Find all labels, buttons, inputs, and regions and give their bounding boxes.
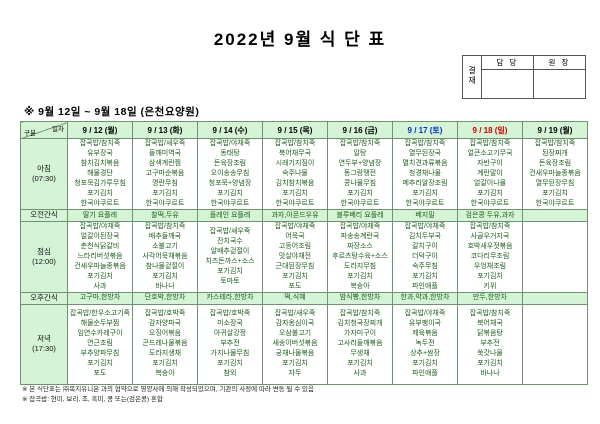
afternoon-snack-menu-cell: 고구마,한방차 [67,291,133,305]
dinner-menu-cell: 잡곡밥/새우죽 감자옹심이국 오삼불고기 새송이버섯볶음 궁채나물볶음 포기김치 자두 [262,303,328,385]
afternoon-snack-menu-cell: 떡,식혜 [262,291,328,305]
afternoon-snack-menu-cell [522,291,588,305]
date-header: 9 / 12 (월) [67,121,133,139]
approval-sign-cell-director [533,69,586,99]
breakfast-menu-cell: 잡곡밥/야채죽 동태탕 돈육장조림 오이송송무침 청포묵+양념장 포기김치 한국야쿠르트 [197,138,263,210]
lunch-menu-cell: 잡곡밥/참치죽 사골우거지국 호박새우젓볶음 코다리무조림 우엉채조림 포기김치 키위 [457,221,523,293]
approval-col-director: 원 장 [533,55,586,70]
breakfast-menu-cell: 잡곡밥/참치죽 얼큰소고기무국 자반구이 계란말이 얼갈이나물 포기김치 한국야쿠르트 [457,138,523,210]
breakfast-menu-cell: 잡곡밥/참치죽 북어채무국 시래기지짐이 숙주나물 김치참치볶음 포기김치 한국야쿠르트 [262,138,328,210]
date-header: 9 / 16 (금) [327,121,393,139]
dinner-row: 저녁 (17:30) 잡곡밥/한우소고기죽 해물순두부찜 임연수카레구이 연근조림 부추양파… [20,303,588,385]
breakfast-menu-cell: 잡곡밥/참치죽 된장찌개 돈육장조림 건새우마늘종볶음 열무된장무침 포기김치 한국야쿠르트 [522,138,588,210]
footnote-line: ※ 잡곡밥: 현미, 보리, 조, 흑미, 콩 또는(검은콩) 혼합 [22,396,163,404]
morning-snack-menu-cell [522,209,588,222]
breakfast-row: 아침 (07:30) 잡곡밥/참치죽 유부장국 참치김치볶음 해물경단 청포묵김가루무침 포기… [20,138,588,210]
dinner-menu-cell: 잡곡밥/참치죽 북어채국 닭볶음탕 부추전 쑥갓나물 포기김치 바나나 [457,303,523,385]
date-header: 9 / 14 (수) [197,121,263,139]
date-range-subtitle: ※ 9월 12일 ~ 9월 18일 (은천요양원) [24,106,200,118]
dinner-menu-cell [522,303,588,385]
breakfast-menu-cell: 잡곡밥/참치죽 유부장국 참치김치볶음 해물경단 청포묵김가루무침 포기김치 한국야쿠르트 [67,138,133,210]
morning-snack-menu-cell: 찰떡,두유 [132,209,198,222]
dinner-menu-cell: 잡곡밥/호박죽 미소장국 아귀살강정 부추전 가지나물무침 포기김치 참외 [197,303,263,385]
corner-cell: 일자 구분 [20,121,68,139]
morning-snack-menu-cell: 블루베리 요플레 [327,209,393,222]
morning-snack-menu-cell: 과자,아몬드우유 [262,209,328,222]
footnote-line: ※ 본 식단표는 ㈜복지유니온 과의 협약으로 영양사에 의해 작성되었으며, … [22,386,315,393]
breakfast-menu-cell: 잡곡밥/새우죽 들깨미역국 삼색계란찜 고구마순볶음 명란무침 포기김치 한국야쿠르트 [132,138,198,210]
lunch-menu-cell: 잡곡밥/야채죽 어묵국 고등어조림 맛살야채전 근대된장무침 포기김치 포도 [262,221,328,293]
approval-stamp-label: 결재 [462,55,482,99]
afternoon-snack-menu-cell: 카스테라,한방차 [197,291,263,305]
menu-table: 일자 구분 9 / 12 (월) 9 / 13 (화) 9 / 14 (수) 9 / 15… [20,121,588,385]
date-header: 9 / 17 (토) [392,121,458,139]
morning-snack-menu-cell: 딸기 요플레 [67,209,133,222]
row-label-lunch: 점심 (12:00) [20,221,68,293]
row-label-breakfast: 아침 (07:30) [20,138,68,210]
breakfast-menu-cell: 잡곡밥/참치죽 알탕 연두부+양념장 동그랑땡전 콩나물무침 포기김치 한국야쿠르트 [327,138,393,210]
lunch-menu-cell [522,221,588,293]
afternoon-snack-menu-cell: 만두,한방차 [457,291,523,305]
page-title: 2022년 9월 식 단 표 [213,30,387,49]
dinner-menu-cell: 잡곡밥/야채죽 유부팽이국 제육볶음 녹두전 상추+쌈장 포기김치 파인애플 [392,303,458,385]
afternoon-snack-menu-cell: 밤식빵,한방차 [327,291,393,305]
date-header: 9 / 13 (화) [132,121,198,139]
afternoon-snack-menu-cell: 단호박,한방차 [132,291,198,305]
dinner-menu-cell: 잡곡밥/호박죽 감자양파국 오징어볶음 곤드레나물볶음 도라지생채 포기김치 복숭아 [132,303,198,385]
morning-snack-row: 오전간식 딸기 요플레 찰떡,두유 플레인 요플레 과자,아몬드우유 블루베리 요플레 베지… [20,209,588,222]
dinner-menu-cell: 잡곡밥/한우소고기죽 해물순두부찜 임연수카레구이 연근조림 부추양파무침 포기김치 포도 [67,303,133,385]
date-header: 9 / 18 (일) [457,121,523,139]
row-label-morning-snack: 오전간식 [20,209,68,222]
date-header: 9 / 15 (목) [262,121,328,139]
breakfast-menu-cell: 잡곡밥/참치죽 열무된장국 멸치견과류볶음 청경채나물 메추리알장조림 포기김치 한국야쿠르… [392,138,458,210]
morning-snack-menu-cell: 검은콩 두유,과자 [457,209,523,222]
lunch-menu-cell: 잡곡밥/야채죽 파송송계란국 짜장소스 후르츠탕수육+소스 도라지무침 포기김치 복숭아 [327,221,393,293]
approval-box: 결재 담 당 원 장 [462,55,586,99]
afternoon-snack-menu-cell: 한과,약과,한방차 [392,291,458,305]
lunch-menu-cell: 잡곡밥/새우죽 잔치국수 알배추겉절이 치즈돈까스+소스 포기김치 토마토 [197,221,263,293]
morning-snack-menu-cell: 베지밀 [392,209,458,222]
lunch-row: 점심 (12:00) 잡곡밥/야채죽 얼갈이된장국 춘천식닭갈비 느타리버섯볶음 건새우마늘… [20,221,588,293]
approval-col-staff: 담 당 [481,55,534,70]
dinner-menu-cell: 잡곡밥/참치죽 김치청국장찌개 가자미구이 고사리들깨볶음 무생채 포기김치 사과 [327,303,393,385]
row-label-afternoon-snack: 오후간식 [20,291,68,305]
morning-snack-menu-cell: 플레인 요플레 [197,209,263,222]
footnotes: ※ 본 식단표는 ㈜복지유니온 과의 협약으로 영양사에 의해 작성되었으며, … [22,385,314,405]
approval-sign-cell-staff [481,69,534,99]
lunch-menu-cell: 잡곡밥/야채죽 김치두부국 갈치구이 더덕구이 숙주무침 포기김치 파인애플 [392,221,458,293]
lunch-menu-cell: 잡곡밥/참치죽 배추들깨국 소불고기 사각어묵채볶음 참나물겉절이 포기김치 바나나 [132,221,198,293]
date-header: 9 / 19 (월) [522,121,588,139]
afternoon-snack-row: 오후간식 고구마,한방차 단호박,한방차 카스테라,한방차 떡,식혜 밤식빵,한방차 한과,… [20,291,588,305]
row-label-dinner: 저녁 (17:30) [20,303,68,385]
lunch-menu-cell: 잡곡밥/야채죽 얼갈이된장국 춘천식닭갈비 느타리버섯볶음 건새우마늘종볶음 포기김치 사과 [67,221,133,293]
